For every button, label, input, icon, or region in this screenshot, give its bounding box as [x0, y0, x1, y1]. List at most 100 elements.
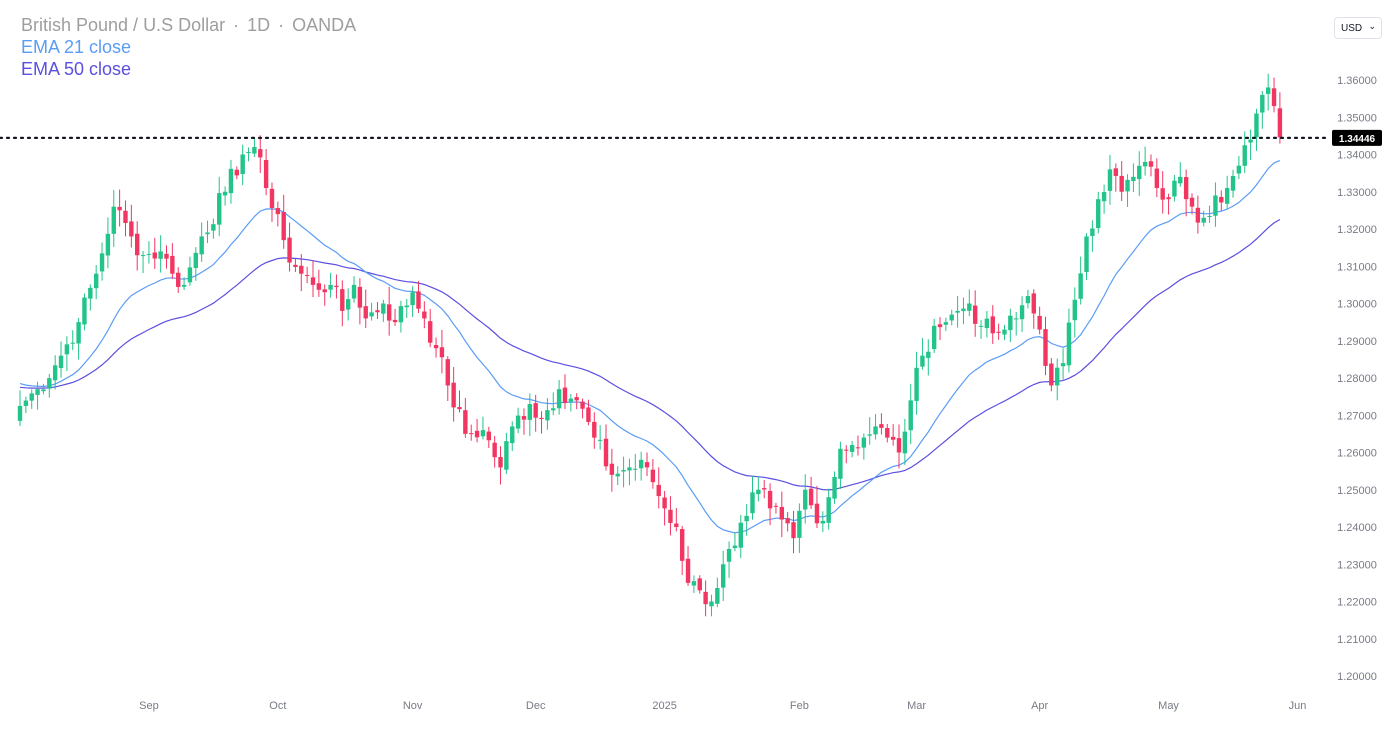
candle[interactable] [1002, 324, 1007, 341]
candle[interactable] [445, 356, 450, 401]
candle[interactable] [1113, 163, 1119, 192]
candle[interactable] [914, 351, 919, 415]
candle[interactable] [890, 424, 896, 446]
candle[interactable] [885, 423, 890, 443]
candle[interactable] [193, 247, 198, 281]
candle[interactable] [691, 575, 697, 593]
candle[interactable] [539, 411, 544, 434]
candle[interactable] [873, 414, 878, 440]
candle[interactable] [902, 418, 908, 465]
candle[interactable] [463, 398, 468, 438]
candle[interactable] [398, 300, 404, 333]
candle[interactable] [1277, 92, 1283, 144]
candle[interactable] [1260, 91, 1265, 129]
candle[interactable] [527, 393, 533, 437]
candle[interactable] [246, 147, 251, 162]
candle[interactable] [931, 318, 937, 353]
candle[interactable] [492, 435, 497, 468]
candle[interactable] [662, 490, 667, 526]
candle[interactable] [1107, 154, 1113, 205]
candle[interactable] [474, 418, 480, 443]
candle[interactable] [533, 394, 538, 432]
candle[interactable] [140, 250, 146, 274]
candle[interactable] [281, 194, 286, 249]
candle[interactable] [23, 396, 29, 414]
candle[interactable] [35, 381, 40, 410]
candle[interactable] [592, 412, 597, 449]
candle[interactable] [1242, 131, 1247, 173]
candle[interactable] [263, 149, 269, 196]
candle[interactable] [428, 308, 433, 348]
candle[interactable] [844, 445, 849, 464]
ema50-legend-label[interactable]: EMA 50 close [21, 59, 132, 79]
candle[interactable] [76, 317, 81, 360]
candle[interactable] [504, 432, 509, 474]
candle[interactable] [316, 269, 322, 297]
candle[interactable] [176, 267, 181, 293]
candle[interactable] [750, 476, 755, 520]
candle[interactable] [1137, 151, 1142, 196]
candle[interactable] [1230, 169, 1236, 198]
candle[interactable] [222, 186, 228, 206]
candle[interactable] [762, 480, 767, 499]
ema21-line[interactable] [19, 160, 1281, 534]
candle[interactable] [679, 525, 685, 575]
candle[interactable] [211, 218, 216, 239]
candle[interactable] [832, 471, 837, 504]
candle[interactable] [181, 277, 187, 291]
candle[interactable] [521, 408, 527, 435]
candle[interactable] [293, 258, 298, 272]
currency-select[interactable]: USD ⌄ [1334, 17, 1382, 39]
candle[interactable] [392, 308, 398, 326]
candle[interactable] [990, 305, 995, 344]
candle[interactable] [386, 286, 392, 336]
candle[interactable] [1084, 233, 1089, 281]
candle[interactable] [410, 286, 415, 317]
candle[interactable] [1037, 306, 1042, 335]
candle[interactable] [381, 299, 386, 322]
candle[interactable] [64, 336, 70, 372]
candle[interactable] [152, 237, 157, 269]
candle[interactable] [1236, 156, 1242, 180]
candle[interactable] [88, 284, 93, 311]
candle[interactable] [287, 222, 292, 272]
candle[interactable] [996, 323, 1001, 340]
candle[interactable] [545, 398, 550, 430]
candle[interactable] [451, 367, 456, 422]
candle[interactable] [937, 317, 943, 340]
candle[interactable] [375, 302, 380, 319]
candle[interactable] [199, 222, 204, 262]
candle[interactable] [41, 383, 46, 395]
candle[interactable] [1066, 308, 1072, 373]
candle[interactable] [574, 393, 579, 410]
candle[interactable] [1265, 73, 1271, 111]
candle[interactable] [29, 389, 34, 409]
candle[interactable] [621, 456, 626, 488]
candle[interactable] [304, 266, 310, 284]
candle[interactable] [123, 200, 128, 237]
candle[interactable] [849, 441, 855, 458]
candle[interactable] [1189, 193, 1195, 215]
candle[interactable] [697, 575, 702, 594]
candle[interactable] [726, 541, 732, 578]
candle[interactable] [1055, 358, 1060, 401]
candle[interactable] [943, 317, 949, 331]
candle[interactable] [1025, 289, 1031, 309]
candle[interactable] [1019, 296, 1025, 332]
candle[interactable] [135, 221, 140, 271]
candle[interactable] [861, 433, 867, 460]
candle[interactable] [668, 496, 673, 536]
candle[interactable] [586, 399, 591, 426]
candle[interactable] [808, 476, 814, 509]
candle[interactable] [234, 166, 240, 180]
candle[interactable] [1101, 184, 1107, 214]
candle[interactable] [1213, 182, 1218, 227]
candle[interactable] [1154, 158, 1160, 198]
candle[interactable] [867, 417, 872, 445]
candle[interactable] [972, 290, 978, 337]
candle[interactable] [228, 159, 234, 204]
candle[interactable] [322, 284, 327, 306]
candle[interactable] [627, 458, 632, 486]
candle[interactable] [1195, 195, 1201, 234]
